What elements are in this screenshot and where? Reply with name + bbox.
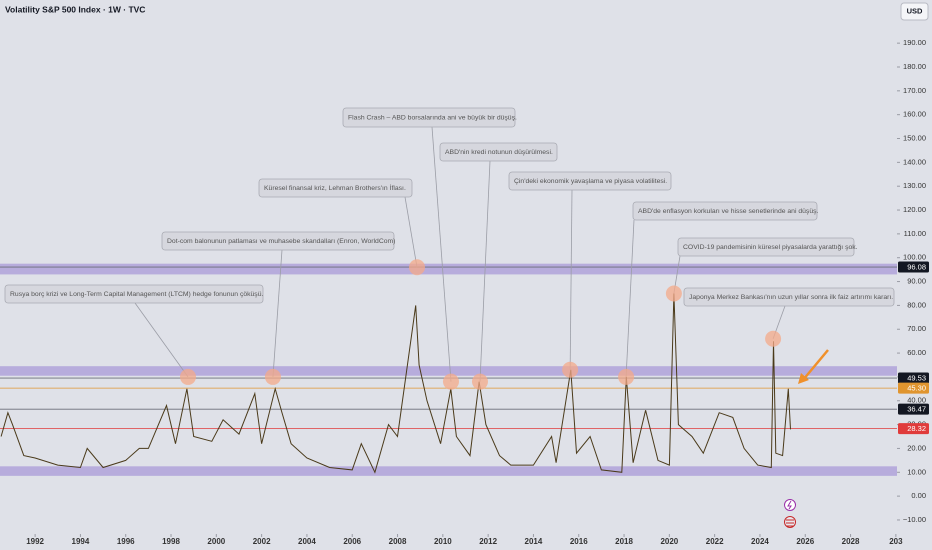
callout-line (569, 189, 573, 370)
event-marker (442, 373, 459, 390)
annotation-box (161, 231, 395, 251)
zone (0, 263, 897, 275)
y-tick-label: 110.00 (904, 229, 926, 238)
level-label-box (898, 372, 929, 384)
level-label-box (898, 382, 929, 394)
y-tick-label: 90.00 (907, 277, 926, 286)
y-tick-label: 100.00 (903, 253, 926, 262)
chart-title: Volatility S&P 500 Index · 1W · TVC (5, 4, 145, 14)
x-tick-label: 1998 (162, 537, 180, 546)
event-marker (264, 368, 281, 385)
annotation-box (342, 107, 516, 128)
y-tick-label: 20.00 (907, 443, 926, 452)
y-tick-label: 170.00 (903, 86, 926, 95)
callout-line (134, 302, 189, 378)
x-tick-label: 2004 (298, 537, 316, 546)
x-tick-label: 2014 (525, 537, 543, 546)
x-tick-label: 2010 (434, 537, 452, 546)
callout-line (625, 219, 635, 377)
arrow (802, 349, 829, 381)
x-tick-label: 203 (889, 537, 903, 546)
annotation-text: ABD'de enflasyon korkuları ve hisse sene… (638, 208, 818, 215)
currency-label[interactable]: USD (907, 6, 923, 15)
event-marker (409, 259, 426, 276)
zone (0, 466, 897, 476)
event-marker (562, 361, 579, 378)
y-tick-label: 0.00 (911, 491, 926, 500)
y-tick-label: 60.00 (907, 348, 926, 357)
y-tick-label: 80.00 (907, 300, 926, 309)
x-tick-label: 2022 (706, 537, 724, 546)
flag-icon-glyph (786, 519, 794, 527)
y-tick-label: 70.00 (907, 324, 926, 333)
x-tick-label: 2008 (389, 537, 407, 546)
x-tick-label: 2012 (479, 537, 497, 546)
x-tick-label: 2024 (751, 537, 769, 546)
event-icon-glyph (787, 500, 792, 510)
plot-area: 190.00 180.00 170.00 160.00 150.00 140.00 130.… (0, 38, 929, 546)
y-tick-label: 130.00 (903, 181, 926, 190)
level-label: 36.47 (907, 405, 926, 414)
y-tick-label: 10.00 (907, 467, 926, 476)
x-tick-label: 2026 (796, 537, 814, 546)
y-tick-label: −10.00 (903, 515, 926, 524)
annotation-text: Dot-com balonunun patlaması ve muhasebe … (167, 238, 395, 245)
level-label: 49.53 (907, 374, 926, 383)
x-tick-label: 2000 (207, 537, 225, 546)
annotation-text: Çin'deki ekonomik yavaşlama ve piyasa vo… (514, 178, 667, 185)
y-tick-label: 180.00 (903, 62, 926, 71)
callout-line (479, 160, 491, 382)
zone (0, 366, 897, 376)
x-tick-label: 2028 (842, 537, 860, 546)
annotation-box (4, 284, 264, 304)
x-tick-label: 1996 (117, 537, 135, 546)
y-tick-label: 160.00 (903, 110, 926, 119)
callout-line (431, 126, 452, 382)
y-tick-label: 140.00 (903, 157, 926, 166)
event-marker (471, 373, 488, 390)
event-marker (618, 368, 635, 385)
annotation-box (508, 171, 672, 191)
flag-icon[interactable] (784, 516, 796, 528)
annotation-box (632, 201, 818, 221)
event-marker (665, 285, 682, 302)
annotation-text: COVID-19 pandemisinin küresel piyasalard… (683, 244, 858, 251)
callout-line (404, 196, 418, 268)
x-tick-label: 2002 (253, 537, 271, 546)
level-label-box (898, 261, 929, 273)
arrow-head (798, 373, 809, 384)
event-icon[interactable] (784, 499, 796, 511)
x-tick-label: 2006 (343, 537, 361, 546)
level-label-box (898, 403, 929, 415)
event-marker (180, 368, 197, 385)
level-label: 28.32 (907, 424, 926, 433)
annotation-text: Küresel finansal kriz, Lehman Brothers'ı… (264, 183, 406, 192)
y-tick-label: 190.00 (903, 38, 926, 47)
x-tick-label: 2018 (615, 537, 633, 546)
annotation-box (677, 237, 855, 257)
price-line (0, 293, 791, 474)
annotation-text: Flash Crash – ABD borsalarında ani ve bü… (348, 114, 517, 121)
level-label-box (898, 423, 929, 435)
x-tick-label: 2020 (660, 537, 678, 546)
y-tick-label: 40.00 (907, 396, 926, 405)
x-tick-label: 1994 (72, 537, 90, 546)
level-label: 96.08 (907, 263, 926, 272)
level-label: 45.30 (907, 384, 926, 393)
x-tick-label: 1992 (26, 537, 44, 546)
annotation-box (683, 287, 895, 307)
event-marker (765, 330, 782, 347)
y-tick-label: 120.00 (903, 205, 926, 214)
annotation-text: ABD'nin kredi notunun düşürülmesi. (445, 149, 553, 156)
callout-line (272, 249, 283, 377)
currency-box[interactable] (900, 2, 929, 21)
annotation-text: Rusya borç krizi ve Long-Term Capital Ma… (10, 291, 263, 298)
x-tick-label: 2016 (570, 537, 588, 546)
y-tick-label: 150.00 (903, 133, 926, 142)
annotation-text: Japonya Merkez Bankası'nın uzun yıllar s… (689, 294, 893, 301)
annotation-box (258, 178, 413, 198)
annotation-box (439, 142, 558, 162)
